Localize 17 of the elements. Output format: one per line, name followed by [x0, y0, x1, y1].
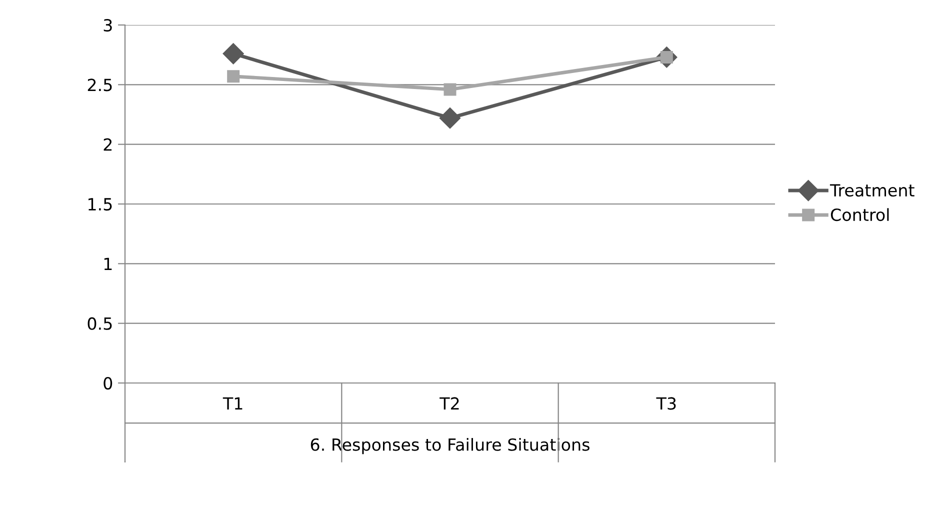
y-tick-label: 1 — [104, 258, 112, 270]
point — [439, 108, 461, 129]
x-tick-label: T3 — [656, 397, 676, 410]
y-tick-label: 1.5 — [88, 198, 112, 211]
point — [222, 43, 244, 64]
legend-label: Control — [830, 208, 889, 222]
x-tick-label: T1 — [222, 397, 242, 410]
y-tick-label: 2.5 — [88, 78, 112, 92]
x-axis-title: 6. Responses to Failure Situations — [310, 438, 590, 454]
x-tick-label: T2 — [440, 397, 459, 410]
y-tick-label: 0.5 — [88, 317, 112, 330]
point — [227, 70, 240, 83]
y-tick-label: 0 — [104, 376, 112, 390]
y-tick-label: 2 — [104, 138, 112, 151]
legend-label: Treatment — [830, 184, 914, 197]
point — [444, 83, 456, 96]
y-tick-label: 3 — [104, 18, 112, 32]
